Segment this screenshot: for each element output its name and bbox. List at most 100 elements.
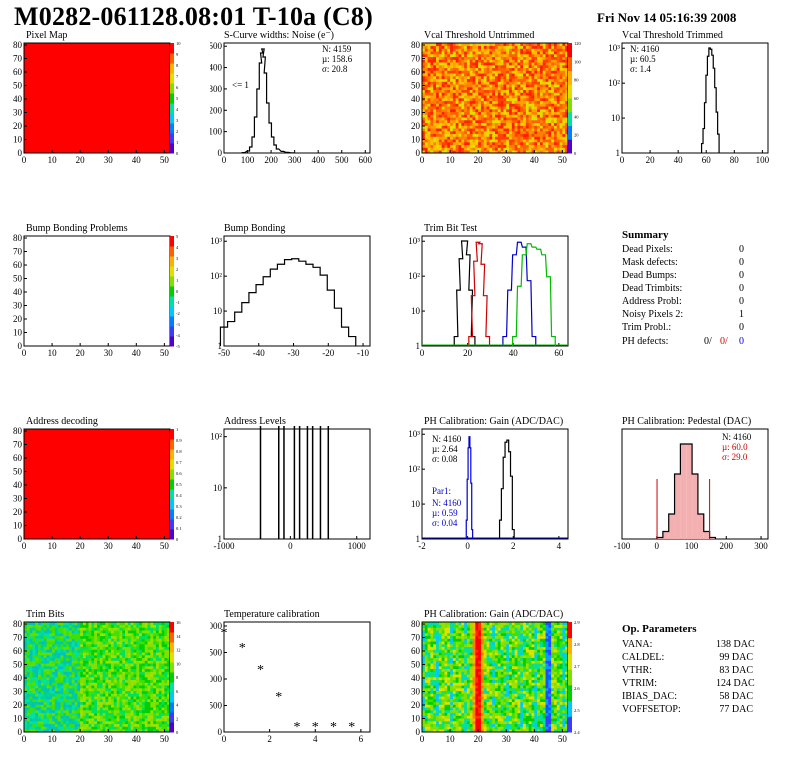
- heatmap-cell: [60, 682, 64, 686]
- heatmap-cell: [551, 136, 555, 140]
- heatmap-cell: [531, 120, 535, 124]
- heatmap-cell: [553, 125, 558, 129]
- heatmap-cell: [119, 696, 123, 700]
- heatmap-cell: [455, 70, 459, 74]
- heatmap-cell: [534, 56, 538, 60]
- heatmap-cell: [40, 627, 44, 631]
- heatmap-cell: [441, 655, 445, 659]
- bump-problems-plot[interactable]: 0 10 20 30 40 5001020304050607080-5-4-3-2-101…: [10, 233, 190, 373]
- heatmap-cell: [565, 81, 569, 85]
- heatmap-cell: [46, 655, 50, 659]
- heatmap-cell: [82, 693, 87, 697]
- heatmap-cell: [472, 150, 476, 154]
- heatmap-cell: [433, 67, 437, 71]
- heatmap-cell: [38, 663, 42, 667]
- heatmap-cell: [68, 649, 73, 653]
- heatmap-cell: [85, 677, 89, 681]
- heatmap-cell: [430, 133, 434, 137]
- heatmap-cell: [430, 649, 434, 653]
- color-scale-cell: [170, 296, 174, 307]
- heatmap-cell: [97, 729, 101, 733]
- heatmap-cell: [427, 84, 431, 88]
- heatmap-cell: [464, 92, 468, 96]
- heatmap-cell: [167, 630, 171, 634]
- heatmap-cell: [559, 67, 563, 71]
- heatmap-cell: [130, 641, 134, 645]
- heatmap-cell: [122, 677, 126, 681]
- temperature-plot[interactable]: 02460500100015002000********: [210, 619, 390, 759]
- heatmap-cell: [500, 54, 504, 58]
- heatmap-cell: [528, 48, 532, 52]
- heatmap-cell: [71, 729, 75, 733]
- heatmap-cell: [111, 712, 115, 716]
- vcal-untrimmed-plot[interactable]: 0 10 20 30 40 5001020304050607080020406080100…: [408, 40, 588, 180]
- heatmap-cell: [105, 646, 109, 650]
- heatmap-cell: [99, 633, 103, 637]
- heatmap-cell: [147, 677, 151, 681]
- heatmap-cell: [29, 726, 33, 730]
- heatmap-cell: [88, 710, 92, 714]
- heatmap-cell: [545, 122, 549, 126]
- heatmap-cell: [556, 43, 560, 47]
- heatmap-cell: [119, 638, 123, 642]
- heatmap-cell: [97, 627, 101, 631]
- heatmap-cell: [24, 701, 28, 705]
- color-scale-cell: [170, 73, 174, 84]
- heatmap-cell: [438, 106, 442, 110]
- heatmap-cell: [559, 84, 563, 88]
- heatmap-cell: [427, 92, 431, 96]
- heatmap-cell: [542, 92, 546, 96]
- heatmap-cell: [452, 98, 456, 102]
- heatmap-cell: [155, 707, 160, 711]
- heatmap-cell: [49, 710, 53, 714]
- heatmap-cell: [469, 81, 473, 85]
- heatmap-cell: [119, 660, 123, 664]
- trim-bits-plot[interactable]: 0 10 20 30 40 5001020304050607080024681012141…: [10, 619, 190, 759]
- heatmap-cell: [49, 677, 53, 681]
- heatmap-cell: [43, 660, 47, 664]
- heatmap-cell: [455, 65, 459, 69]
- stat-n: N: 4159: [322, 44, 352, 54]
- heatmap-cell: [94, 660, 98, 664]
- pedestal-fill: [680, 444, 687, 539]
- heatmap-cell: [542, 73, 546, 77]
- heatmap-cell: [565, 128, 569, 132]
- ph-pedestal-plot[interactable]: -100 0 100 200 300: [608, 426, 788, 566]
- heatmap-cell: [430, 73, 434, 77]
- heatmap-cell: [430, 76, 434, 80]
- color-scale-label: 0.4: [176, 493, 182, 498]
- heatmap-cell: [158, 622, 162, 626]
- heatmap-cell: [422, 627, 426, 631]
- heatmap-cell: [24, 644, 28, 648]
- heatmap-cell: [94, 688, 98, 692]
- heatmap-cell: [26, 641, 30, 645]
- heatmap-cell: [130, 679, 134, 683]
- heatmap-cell: [447, 56, 451, 60]
- ph-gain-map-plot[interactable]: 0 10 20 30 40 50010203040506070802.42.52.62.7…: [408, 619, 588, 759]
- heatmap-cell: [32, 657, 36, 661]
- heatmap-cell: [534, 106, 538, 110]
- heatmap-cell: [517, 100, 521, 104]
- address-decoding-plot[interactable]: 0 10 20 30 40 500102030405060708000.10.20.30.…: [10, 426, 190, 566]
- heatmap-cell: [438, 114, 442, 118]
- heatmap-cell: [102, 693, 106, 697]
- heatmap-cell: [517, 95, 521, 99]
- summary-label: Address Probl:: [622, 296, 682, 307]
- y-tick-label: 10: [13, 714, 23, 724]
- heatmap-cell: [469, 62, 473, 66]
- heatmap-cell: [539, 103, 544, 107]
- heatmap-cell: [553, 45, 558, 49]
- heatmap-cell: [94, 721, 98, 725]
- heatmap-cell: [116, 704, 120, 708]
- heatmap-cell: [539, 133, 544, 137]
- heatmap-cell: [495, 95, 499, 99]
- heatmap-cell: [52, 630, 56, 634]
- heatmap-cell: [464, 70, 468, 74]
